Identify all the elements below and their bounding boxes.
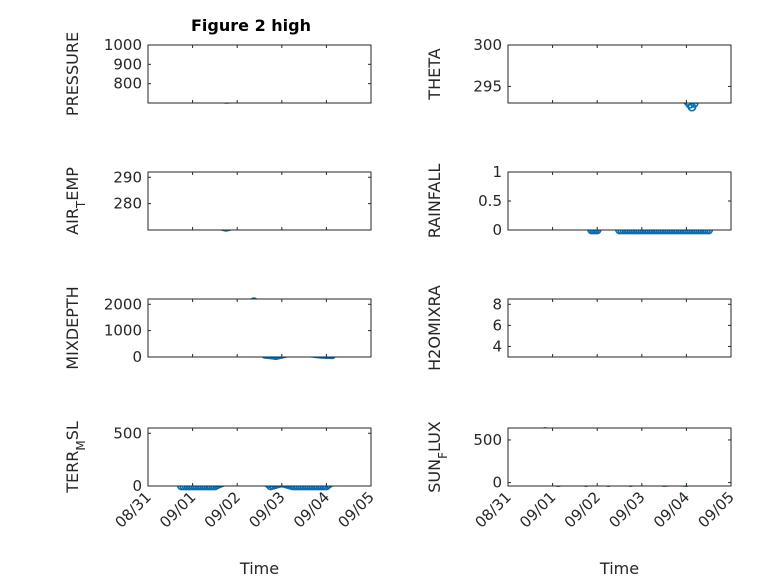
y-axis-label: TERRMSL xyxy=(63,421,88,494)
y-tick-label: 1000 xyxy=(104,36,142,54)
x-tick-label: 09/03 xyxy=(245,488,288,531)
y-tick-label: 0 xyxy=(132,348,142,366)
y-tick-label: 1 xyxy=(492,163,502,181)
figure-title: Figure 2 high xyxy=(191,16,311,35)
x-tick-label: 09/02 xyxy=(561,488,604,531)
y-tick-label: 900 xyxy=(113,55,142,73)
y-axis-label: PRESSURE xyxy=(63,32,82,116)
x-tick-label: 09/05 xyxy=(335,488,378,531)
y-axis-label: H2OMIXRA xyxy=(425,285,444,371)
axes-frame xyxy=(147,427,372,487)
y-tick-label: 0 xyxy=(492,474,502,492)
y-tick-label: 500 xyxy=(113,424,142,442)
y-tick-label: 2000 xyxy=(104,295,142,313)
axes-frame xyxy=(147,171,372,231)
x-tick-label: 09/01 xyxy=(516,488,559,531)
x-axis-label: Time xyxy=(599,559,639,578)
x-tick-label: 09/05 xyxy=(695,488,738,531)
axes-frame xyxy=(147,44,372,104)
axes-frame xyxy=(507,427,732,487)
axes-frame xyxy=(147,298,372,358)
subplot-6: 4 6 8 H2OMIXRA xyxy=(425,285,732,371)
x-tick-label: 09/03 xyxy=(605,488,648,531)
axes-frame xyxy=(507,298,732,358)
x-axis-label: Time xyxy=(239,559,279,578)
y-tick-label: 800 xyxy=(113,75,142,93)
subplot-8: 0 500 08/31 09/01 09/02 09/03 09/04 09/05 SUNFLU… xyxy=(425,421,738,578)
y-axis-label: AIRTEMP xyxy=(63,167,88,235)
y-tick-label: 290 xyxy=(113,168,142,186)
y-tick-label: 0 xyxy=(492,221,502,239)
x-tick-label: 09/02 xyxy=(201,488,244,531)
y-axis-label: RAINFALL xyxy=(425,164,444,239)
x-tick-label: 09/04 xyxy=(290,488,333,531)
y-tick-label: 300 xyxy=(473,36,502,54)
y-tick-label: 0 xyxy=(132,477,142,495)
y-tick-label: 295 xyxy=(473,77,502,95)
subplot-4: 0 0.5 1 RAINFALL xyxy=(425,163,732,239)
axes-frame xyxy=(507,44,732,104)
y-axis-label: SUNFLUX xyxy=(425,421,450,493)
subplot-2: 295 300 THETA xyxy=(425,36,732,112)
subplot-5: 0 1000 2000 MIXDEPTH xyxy=(63,286,372,370)
y-tick-label: 500 xyxy=(473,431,502,449)
x-tick-label: 08/31 xyxy=(472,488,515,531)
y-axis-label: THETA xyxy=(425,48,444,100)
x-tick-label: 09/01 xyxy=(156,488,199,531)
y-tick-label: 280 xyxy=(113,195,142,213)
y-tick-label: 4 xyxy=(492,337,502,355)
axes-frame xyxy=(507,171,732,231)
x-tick-label: 09/04 xyxy=(650,488,693,531)
subplot-3: 280 290 AIRTEMP xyxy=(63,167,372,235)
y-tick-label: 8 xyxy=(492,295,502,313)
y-tick-label: 6 xyxy=(492,316,502,334)
y-tick-label: 0.5 xyxy=(478,192,502,210)
y-tick-label: 1000 xyxy=(104,322,142,340)
y-axis-label: MIXDEPTH xyxy=(63,286,82,369)
